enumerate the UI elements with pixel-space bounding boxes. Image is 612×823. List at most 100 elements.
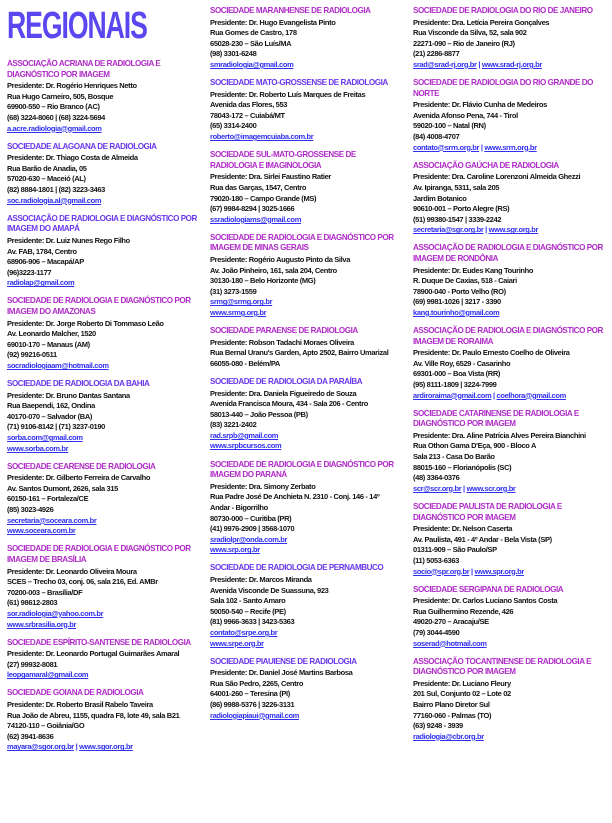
email-link[interactable]: ardiroraima@gmail.com	[413, 390, 492, 400]
detail-line: (67) 9984-8294 | 3025-1666	[210, 204, 295, 214]
president-line: Presidente: Dr. Roberto Luís Marques de …	[210, 89, 366, 99]
detail-line: Jardim Botanico	[413, 193, 467, 203]
website-link[interactable]: www.srpe.org.br	[210, 638, 264, 648]
society-name: Sociedade Sul-Mato-Grossense de Radiolog…	[210, 150, 356, 170]
society-name: Sociedade Mato-Grossense de Radiologia	[210, 78, 388, 88]
detail-line: (92) 99216-0511	[7, 350, 57, 360]
detail-line: (68) 3224-8060 | (68) 3224-5694	[7, 112, 105, 122]
detail-line: Rua Barão de Anadia, 05	[7, 163, 87, 173]
detail-line: (83) 3221-2402	[210, 420, 257, 430]
president-line: Presidente: Rogério Augusto Pinto da Sil…	[210, 254, 351, 264]
detail-line: 57020-630 – Maceió (AL)	[7, 174, 86, 184]
detail-line: Av. Ipiranga, 5311, sala 205	[413, 182, 500, 192]
detail-line: (62) 3941-8636	[7, 731, 54, 741]
email-link[interactable]: roberto@imagemcuiaba.com.br	[210, 132, 314, 142]
email-link[interactable]: sorba.com@gmail.com	[7, 433, 83, 442]
email-link[interactable]: ssradiologiams@gmail.com	[210, 214, 302, 224]
president-line: Presidente: Dra. Caroline Lorenzoni Alme…	[413, 172, 581, 182]
email-link[interactable]: a.acre.radiologia@gmail.com	[7, 123, 102, 133]
link-line: radiologiapiaui@gmail.com	[210, 711, 402, 722]
email-link[interactable]: leopgamaral@gmail.com	[7, 670, 89, 680]
email-link[interactable]: rad.srpb@gmail.com	[210, 430, 279, 440]
website-link[interactable]: www.srmg.org.br	[210, 307, 267, 317]
society-name: Sociedade Espírito-Santense de Radiologi…	[7, 637, 191, 647]
email-link[interactable]: soc.radiologia.al@gmail.com	[7, 195, 102, 205]
email-link[interactable]: mayara@sgor.org.br	[7, 742, 74, 752]
email-link[interactable]: coelhora@gmail.com	[496, 390, 567, 400]
detail-line: 49020-270 – Aracaju/SE	[413, 617, 489, 627]
detail-line: 66055-080 - Belém/PA	[210, 358, 280, 368]
link-separator: |	[469, 566, 475, 576]
detail-line: 40170-070 – Salvador (BA)	[7, 411, 93, 421]
email-link[interactable]: sor.radiologia@yahoo.com.br	[7, 608, 104, 618]
email-link[interactable]: smradiologia@gmail.com	[210, 59, 294, 69]
regional-entry: Sociedade Maranhense de Radiologia Presid…	[210, 6, 402, 71]
link-line: kang.tourinho@gmail.com	[413, 308, 605, 319]
president-line: Presidente: Dr. Leonardo Oliveira Moura	[7, 566, 137, 576]
email-link[interactable]: radiolap@gmail.com	[7, 278, 75, 288]
president-line: Presidente: Dr. Carlos Luciano Santos Co…	[413, 596, 558, 606]
email-link[interactable]: socradiologiaam@hotmail.com	[7, 360, 109, 370]
detail-line: (85) 3023-4926	[7, 505, 54, 515]
detail-line: (71) 9106-8142 | (71) 3237-0190	[7, 422, 105, 432]
entries-column-1: Associação Acriana de Radiologia e Diagn…	[7, 59, 199, 753]
president-line: Presidente: Dr. Marcos Miranda	[210, 575, 312, 584]
link-line: rad.srpb@gmail.com	[210, 431, 402, 442]
website-link[interactable]: www.srad-rj.org.br	[481, 59, 542, 69]
email-link[interactable]: radiologiapiaui@gmail.com	[210, 710, 299, 720]
detail-line: Rua das Garças, 1547, Centro	[210, 182, 307, 192]
detail-line: Av. Ville Roy, 6529 - Casarinho	[413, 358, 511, 368]
regional-entry: Sociedade de Radiologia e Diagnóstico po…	[7, 296, 199, 371]
email-link[interactable]: secretaria@soceara.com.br	[7, 515, 97, 525]
detail-line: Av. Leonardo Malcher, 1520	[7, 329, 96, 339]
link-line: www.srpbcursos.com	[210, 441, 402, 452]
email-link[interactable]: contato@srrn.org.br	[413, 142, 480, 152]
detail-line: 88015-160 – Florianópolis (SC)	[413, 462, 512, 472]
link-line: ssradiologiams@gmail.com	[210, 215, 402, 226]
regional-entry: Sociedade Mato-Grossense de Radiologia Pr…	[210, 78, 402, 143]
regional-entry: Sociedade Paraense de Radiologia Presiden…	[210, 326, 402, 369]
email-link[interactable]: srad@srad-rj.org.br	[413, 59, 477, 69]
website-link[interactable]: www.soceara.com.br	[7, 526, 76, 536]
email-link[interactable]: scr@scr.org.br	[413, 483, 462, 493]
email-link[interactable]: socio@spr.org.br	[413, 566, 470, 576]
detail-line: 68906-906 – Macapá/AP	[7, 257, 84, 267]
email-link[interactable]: kang.tourinho@gmail.com	[413, 307, 500, 317]
link-line: radiolap@gmail.com	[7, 278, 199, 289]
president-line: Presidente: Dr. Eudes Kang Tourinho	[413, 265, 534, 275]
detail-line: (41) 9976-2909 | 3568-1070	[210, 524, 295, 534]
regional-entry: Associação de Radiologia e Diagnóstico p…	[7, 214, 199, 289]
email-link[interactable]: soserad@hotmail.com	[413, 638, 487, 648]
website-link[interactable]: www.srrn.org.br	[484, 142, 537, 152]
link-line: www.srpe.org.br	[210, 639, 402, 650]
link-line: socradiologiaam@hotmail.com	[7, 361, 199, 372]
website-link[interactable]: www.spr.org.br	[474, 566, 525, 576]
detail-line: Rua João de Abreu, 1155, quadra F8, lote…	[7, 710, 180, 720]
link-separator: |	[476, 59, 482, 69]
president-line: Presidente: Dr. Roberto Brasil Rabelo Ta…	[7, 700, 153, 710]
website-link[interactable]: www.sorba.com.br	[7, 443, 69, 453]
president-line: Presidente: Dr. Luiz Nunes Rego Filho	[7, 235, 130, 245]
regional-entry: Sociedade Piauiense de Radiologia Preside…	[210, 657, 402, 722]
website-link[interactable]: www.srpbcursos.com	[210, 441, 282, 451]
website-link[interactable]: www.srbrasilia.org.br	[7, 619, 77, 629]
regional-entry: Sociedade Paulista de Radiologia e Diagn…	[413, 502, 605, 577]
regional-entry: Sociedade Cearense de Radiologia Presiden…	[7, 462, 199, 537]
column-2: Sociedade Maranhense de Radiologia Presid…	[210, 6, 402, 761]
link-line: secretaria@sgr.org.br | www.sgr.org.br	[413, 225, 605, 236]
email-link[interactable]: secretaria@sgr.org.br	[413, 225, 484, 235]
email-link[interactable]: srmg@srmg.org.br	[210, 297, 273, 307]
detail-line: 69010-170 – Manaus (AM)	[7, 339, 90, 349]
website-link[interactable]: www.scr.org.br	[466, 483, 516, 493]
regional-entry: Sociedade Sergipana de Radiologia Preside…	[413, 585, 605, 650]
website-link[interactable]: www.sgor.org.br	[79, 742, 133, 752]
website-link[interactable]: www.sgr.org.br	[488, 225, 539, 235]
society-name: Associação de Radiologia e Diagnóstico p…	[7, 213, 197, 234]
email-link[interactable]: contato@srpe.org.br	[210, 627, 278, 637]
detail-line: 59020-100 – Natal (RN)	[413, 121, 486, 131]
email-link[interactable]: sradiolpr@onda.com.br	[210, 534, 288, 544]
email-link[interactable]: radiologia@cbr.org.br	[413, 731, 484, 741]
website-link[interactable]: www.srp.org.br	[210, 545, 260, 555]
society-name: Sociedade de Radiologia e Diagnóstico po…	[210, 459, 394, 480]
link-line: socio@spr.org.br | www.spr.org.br	[413, 567, 605, 578]
